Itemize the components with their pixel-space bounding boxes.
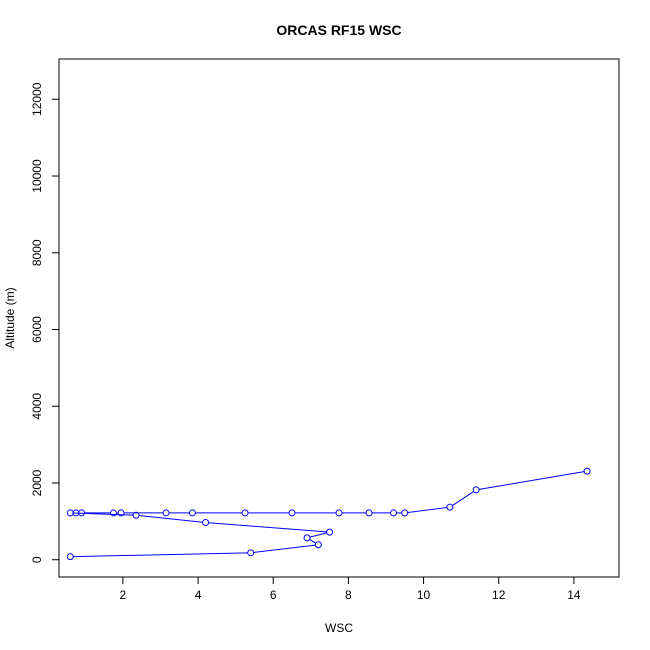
y-tick-label: 6000	[30, 316, 44, 343]
data-point	[188, 509, 196, 517]
data-point	[335, 509, 343, 517]
data-point	[117, 509, 125, 517]
y-tick-label: 2000	[30, 469, 44, 496]
series-line-segment	[208, 522, 327, 533]
y-axis: 0 2000 4000 6000 8000 10000 12000	[30, 82, 60, 563]
data-point	[162, 509, 170, 517]
x-tick-label: 2	[120, 588, 127, 602]
data-point	[288, 509, 296, 517]
x-tick-label: 14	[567, 588, 581, 602]
series-line-segment	[253, 544, 316, 553]
series-line-segment	[309, 539, 317, 544]
series-line-segment	[479, 471, 585, 490]
data-point	[109, 509, 117, 517]
data-point	[365, 509, 373, 517]
series-line-segment	[309, 532, 327, 538]
x-tick-label: 4	[195, 588, 202, 602]
data-point	[303, 534, 311, 542]
data-point	[132, 511, 140, 519]
x-tick-label: 12	[492, 588, 506, 602]
y-tick-label: 10000	[30, 159, 44, 193]
data-point	[472, 486, 480, 494]
series-line-segment	[138, 515, 203, 523]
x-axis: 2 4 6 8 10 12 14	[120, 576, 581, 602]
data-point	[326, 528, 334, 536]
series-line-segment	[407, 507, 447, 514]
data-point	[78, 509, 86, 517]
series-line-segment	[73, 552, 248, 558]
x-tick-label: 6	[270, 588, 277, 602]
x-tick-label: 8	[345, 588, 352, 602]
data-point	[401, 509, 409, 517]
y-tick-label: 12000	[30, 82, 44, 116]
plot-data	[66, 467, 591, 561]
data-point	[66, 553, 74, 561]
data-point	[247, 549, 255, 557]
series-line-segment	[452, 491, 474, 506]
x-axis-label: WSC	[325, 621, 353, 635]
data-point	[314, 541, 322, 549]
x-tick-label: 10	[417, 588, 431, 602]
y-tick-label: 4000	[30, 393, 44, 420]
data-point	[446, 503, 454, 511]
chart-title: ORCAS RF15 WSC	[276, 22, 401, 38]
data-point	[202, 519, 210, 527]
data-point	[241, 509, 249, 517]
y-axis-label: Altitude (m)	[3, 287, 17, 348]
y-tick-label: 0	[30, 556, 44, 563]
data-point	[583, 467, 591, 475]
data-point	[389, 509, 397, 517]
y-tick-label: 8000	[30, 239, 44, 266]
